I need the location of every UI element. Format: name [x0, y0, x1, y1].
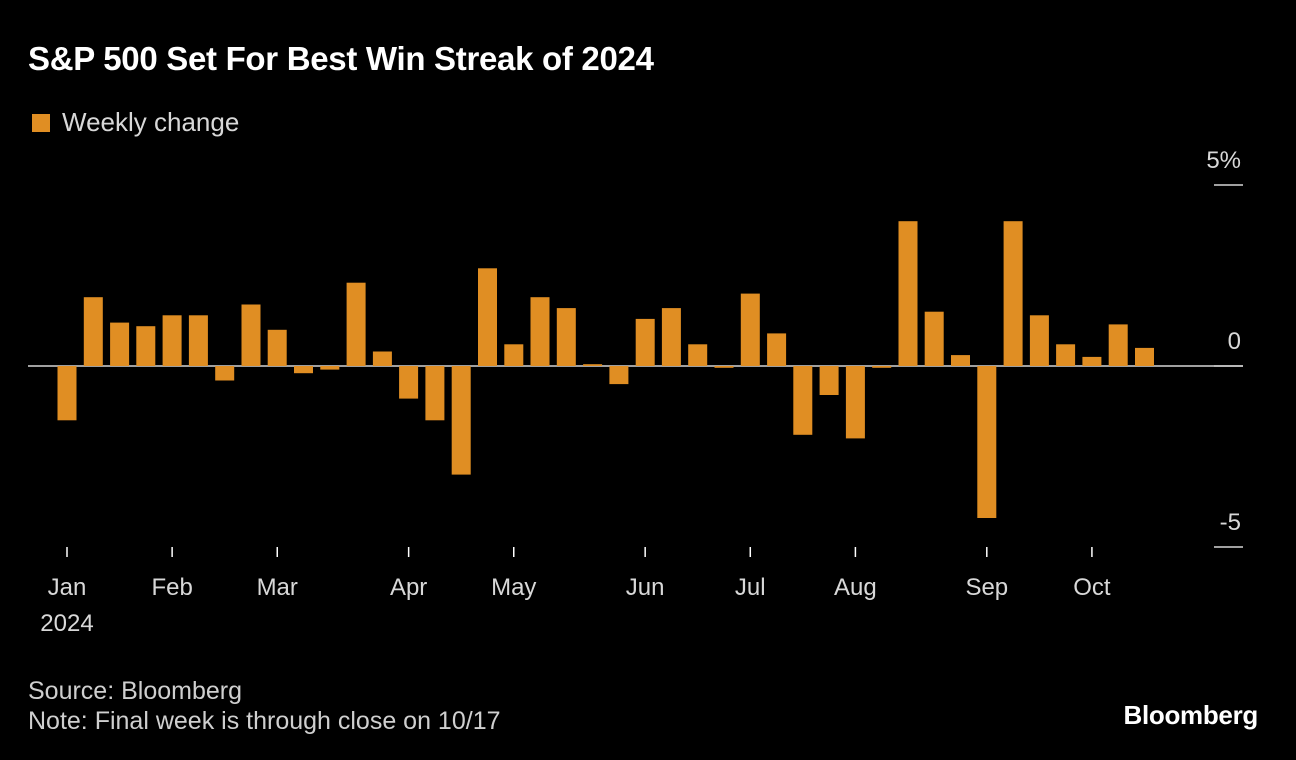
- note-text: Note: Final week is through close on 10/…: [28, 707, 501, 735]
- bar-week-2: [83, 297, 103, 366]
- bar-week-38: [1029, 315, 1049, 366]
- x-tick-label: Feb: [151, 574, 192, 601]
- bar-week-14: [399, 366, 419, 399]
- bar-week-27: [740, 293, 760, 366]
- bar-week-1: [57, 366, 77, 421]
- x-tick-label: Oct: [1073, 574, 1111, 601]
- bar-week-16: [451, 366, 471, 475]
- brand-logo: Bloomberg: [1123, 700, 1258, 730]
- bar-week-35: [951, 355, 970, 366]
- bar-week-15: [425, 366, 445, 421]
- bar-week-5: [162, 315, 182, 366]
- bar-week-23: [635, 318, 655, 366]
- bar-week-10: [294, 366, 313, 374]
- bar-week-22: [609, 366, 629, 385]
- bar-week-33: [898, 221, 918, 366]
- bar-week-42: [1135, 347, 1154, 366]
- x-tick-label: Aug: [834, 574, 877, 601]
- chart-title: S&P 500 Set For Best Win Streak of 2024: [28, 40, 654, 77]
- bar-week-12: [346, 282, 366, 366]
- bar-week-3: [110, 322, 130, 366]
- x-tick-label: Mar: [257, 574, 298, 601]
- bar-week-32: [872, 366, 892, 368]
- x-tick-label: May: [491, 574, 536, 601]
- bar-week-7: [215, 366, 235, 381]
- bar-week-6: [188, 315, 208, 366]
- bar-week-19: [530, 297, 550, 366]
- bar-week-13: [372, 351, 392, 366]
- bar-week-40: [1082, 356, 1102, 366]
- bar-week-36: [977, 366, 997, 518]
- bar-week-30: [819, 366, 839, 395]
- bar-week-28: [767, 333, 787, 366]
- bar-week-29: [793, 366, 813, 435]
- bar-week-8: [241, 304, 261, 366]
- x-tick-label: Jul: [735, 574, 766, 601]
- bar-week-17: [478, 268, 497, 366]
- source-text: Source: Bloomberg: [28, 677, 243, 705]
- x-tick-label: Sep: [965, 574, 1008, 601]
- bar-week-21: [583, 364, 603, 366]
- legend: Weekly change: [32, 107, 239, 138]
- bar-week-20: [556, 308, 576, 366]
- chart-plot: 5% 0 -5 Jan Feb Mar Apr May Jun Jul Aug Sep Oct 2024: [28, 147, 1243, 637]
- footer: Source: Bloomberg Note: Final week is th…: [28, 676, 501, 736]
- bar-week-9: [267, 329, 287, 366]
- bar-week-39: [1056, 344, 1076, 366]
- x-tick-label: Jun: [626, 574, 665, 601]
- legend-label: Weekly change: [62, 107, 240, 137]
- x-tick-label: Apr: [390, 574, 427, 601]
- y-tick-label: 0: [1228, 328, 1241, 355]
- y-tick-label: -5: [1220, 509, 1241, 536]
- bar-week-37: [1003, 221, 1023, 366]
- bar-week-26: [714, 366, 734, 368]
- legend-swatch: [32, 113, 50, 132]
- bar-week-18: [504, 344, 524, 366]
- y-tick-label: 5%: [1206, 147, 1241, 174]
- bar-week-4: [136, 326, 156, 366]
- x-tick-label: Jan: [48, 574, 87, 601]
- bar-week-31: [845, 366, 865, 439]
- bar-week-34: [924, 311, 944, 366]
- bar-week-41: [1108, 324, 1128, 366]
- bar-week-25: [688, 344, 708, 366]
- bar-week-11: [320, 366, 340, 370]
- bar-week-24: [661, 308, 681, 366]
- x-year-label: 2024: [40, 610, 93, 637]
